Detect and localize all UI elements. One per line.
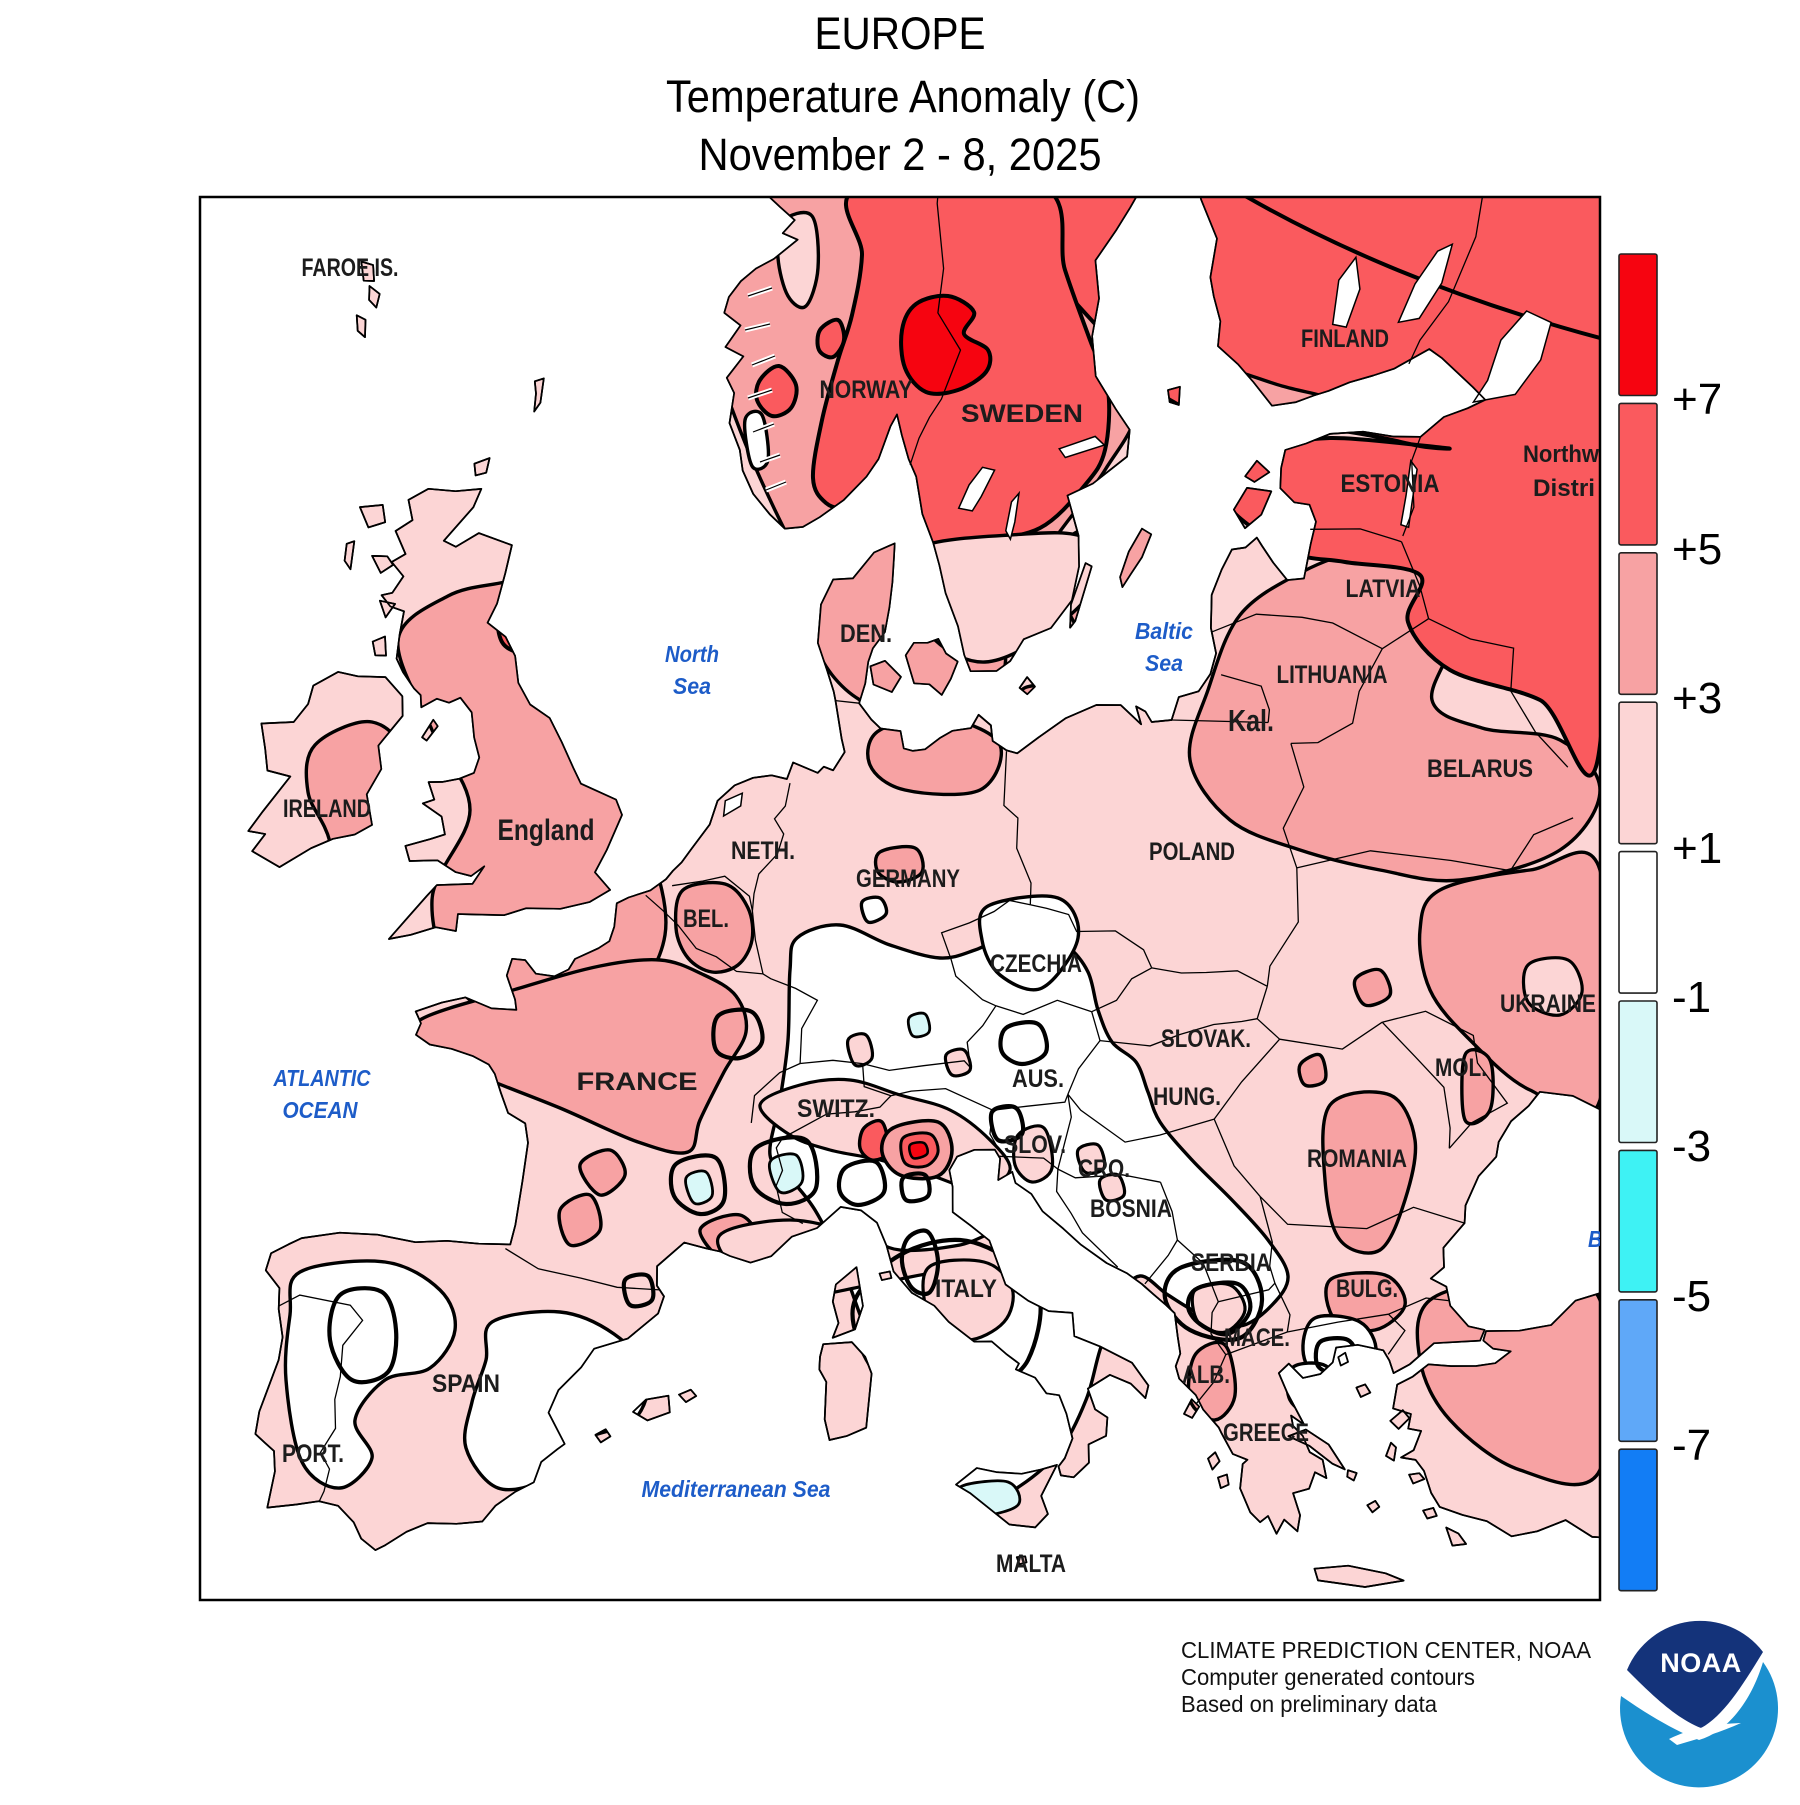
svg-text:NETH.: NETH. [731,837,795,865]
svg-text:Northw: Northw [1523,441,1599,468]
svg-text:ALB.: ALB. [1182,1361,1230,1389]
svg-text:MOL.: MOL. [1435,1054,1487,1082]
svg-text:FRANCE: FRANCE [577,1068,698,1096]
svg-text:UKRAINE: UKRAINE [1500,990,1596,1018]
svg-text:FINLAND: FINLAND [1301,325,1389,353]
svg-text:BOSNIA: BOSNIA [1090,1195,1172,1223]
svg-text:+7: +7 [1672,375,1722,424]
svg-text:BELARUS: BELARUS [1427,755,1533,783]
svg-text:GERMANY: GERMANY [856,865,960,893]
svg-text:FAROE IS.: FAROE IS. [302,254,399,282]
svg-text:SLOVAK.: SLOVAK. [1161,1025,1251,1053]
svg-text:+5: +5 [1672,525,1722,574]
svg-text:Based on preliminary data: Based on preliminary data [1181,1691,1437,1717]
svg-text:Baltic: Baltic [1135,618,1193,644]
svg-text:-7: -7 [1672,1421,1711,1470]
svg-text:ATLANTIC: ATLANTIC [273,1065,371,1091]
svg-text:PORT.: PORT. [282,1440,344,1468]
svg-text:-3: -3 [1672,1122,1711,1171]
svg-text:SWITZ.: SWITZ. [797,1095,875,1123]
svg-text:NORWAY: NORWAY [820,376,913,404]
svg-text:-1: -1 [1672,973,1711,1022]
svg-text:CZECHIA: CZECHIA [990,950,1082,978]
svg-text:EUROPE: EUROPE [815,8,986,59]
svg-text:CLIMATE PREDICTION CENTER, NOA: CLIMATE PREDICTION CENTER, NOAA [1181,1637,1592,1663]
svg-text:+1: +1 [1672,824,1722,873]
svg-text:Temperature Anomaly (C): Temperature Anomaly (C) [666,71,1140,122]
svg-text:ESTONIA: ESTONIA [1341,470,1440,498]
svg-text:AUS.: AUS. [1012,1065,1064,1093]
svg-text:HUNG.: HUNG. [1153,1083,1221,1111]
svg-text:North: North [665,641,719,667]
svg-text:Distri: Distri [1533,475,1595,502]
svg-text:Black Sea: Black Sea [1588,1226,1683,1252]
svg-text:SPAIN: SPAIN [432,1370,500,1398]
svg-text:England: England [498,814,595,847]
svg-text:Mediterranean Sea: Mediterranean Sea [642,1476,831,1502]
svg-text:-5: -5 [1672,1272,1711,1321]
svg-text:SERBIA: SERBIA [1191,1249,1271,1277]
svg-text:+3: +3 [1672,674,1722,723]
svg-text:POLAND: POLAND [1149,838,1235,866]
svg-text:BEL.: BEL. [683,905,729,933]
svg-text:DEN.: DEN. [840,620,892,648]
svg-text:CRO.: CRO. [1078,1155,1130,1183]
svg-text:November 2 - 8, 2025: November 2 - 8, 2025 [699,129,1102,180]
svg-text:Sea: Sea [673,673,711,699]
svg-text:LITHUANIA: LITHUANIA [1277,661,1388,689]
svg-text:GREECE: GREECE [1223,1419,1309,1447]
svg-text:LATVIA: LATVIA [1346,575,1421,603]
svg-text:SLOV.: SLOV. [1004,1131,1066,1159]
svg-text:ITALY: ITALY [935,1275,997,1303]
svg-text:Sea: Sea [1145,650,1183,676]
svg-text:OCEAN: OCEAN [283,1097,358,1123]
svg-text:MACE.: MACE. [1224,1324,1290,1352]
svg-text:NOAA: NOAA [1660,1648,1742,1678]
svg-text:IRELAND: IRELAND [283,795,371,823]
svg-text:Kal.: Kal. [1228,703,1274,738]
svg-text:MALTA: MALTA [996,1550,1066,1578]
svg-text:SWEDEN: SWEDEN [961,400,1083,428]
svg-text:ROMANIA: ROMANIA [1307,1145,1407,1173]
svg-text:Computer generated contours: Computer generated contours [1181,1664,1475,1690]
svg-text:BULG.: BULG. [1336,1275,1398,1303]
